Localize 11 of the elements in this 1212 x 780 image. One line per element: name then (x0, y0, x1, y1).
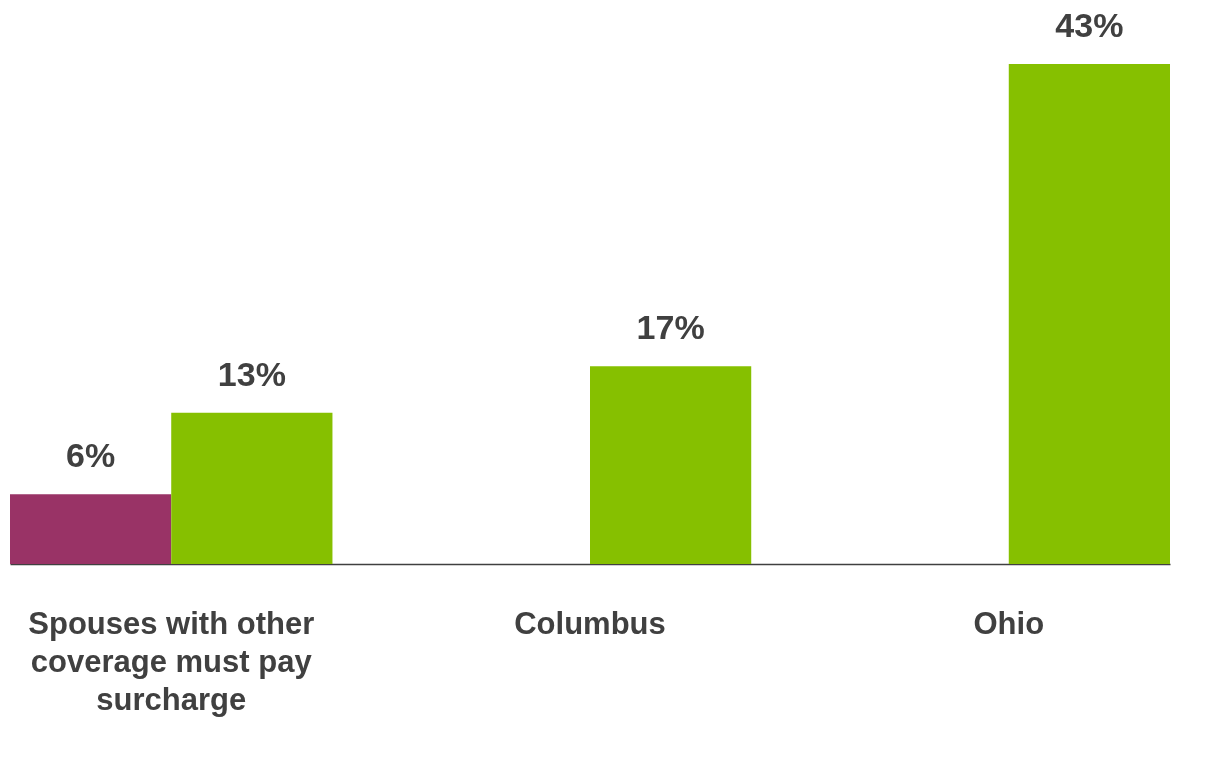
x-tick-label: Columbus (514, 605, 666, 641)
bar (10, 494, 172, 564)
bar (171, 412, 333, 564)
bar (590, 366, 752, 564)
bar (1008, 64, 1170, 564)
data-label: 43% (1055, 6, 1124, 44)
data-label: 13% (217, 354, 286, 393)
data-label: 6% (66, 436, 116, 475)
x-tick-label: Ohio (973, 605, 1045, 641)
x-tick-label: Spouses with other coverage must pay surcharge (28, 605, 315, 717)
data-label: 17% (636, 308, 705, 347)
